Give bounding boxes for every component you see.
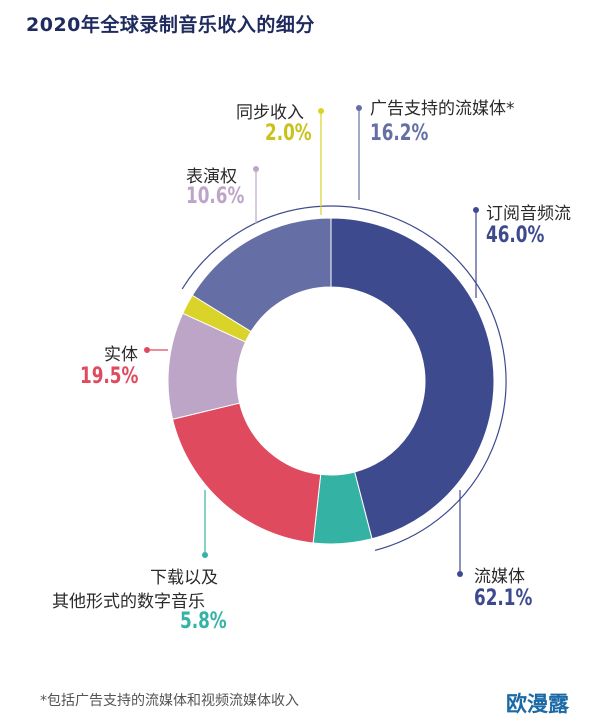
sync-dot: [318, 108, 324, 114]
pct-sync: 2.0%: [265, 121, 312, 146]
donut-slice-2: [171, 402, 322, 544]
pct-performance: 10.6%: [186, 184, 245, 209]
ad-streaming-dot: [356, 105, 362, 111]
streaming-bracket: [181, 205, 507, 551]
pct-subscription: 46.0%: [486, 223, 545, 248]
pct-ad-streaming: 16.2%: [370, 121, 429, 146]
label-physical: 实体: [104, 345, 138, 365]
label-subscription: 订阅音频流: [486, 204, 571, 224]
pct-streaming: 62.1%: [474, 586, 533, 611]
pct-physical: 19.5%: [80, 364, 139, 389]
download-dot: [202, 552, 208, 558]
label-ad-streaming: 广告支持的流媒体*: [370, 99, 515, 119]
pct-download: 5.8%: [180, 609, 227, 634]
label-download-line2: 其他形式的数字音乐: [52, 592, 205, 612]
chart-title: 2020年全球录制音乐收入的细分: [26, 14, 315, 36]
donut-slice-5: [191, 217, 332, 333]
performance-dot: [253, 166, 259, 172]
streaming-dot: [457, 571, 463, 577]
label-streaming: 流媒体: [474, 567, 525, 587]
label-sync: 同步收入: [236, 103, 304, 123]
physical-dot: [144, 347, 150, 353]
subscription-dot: [473, 207, 479, 213]
footnote: *包括广告支持的流媒体和视频流媒体收入: [40, 693, 299, 709]
watermark: 欧漫露: [506, 692, 569, 716]
label-performance: 表演权: [186, 167, 237, 187]
donut-slice-0: [330, 217, 495, 540]
label-download-line1: 下载以及: [150, 568, 218, 588]
